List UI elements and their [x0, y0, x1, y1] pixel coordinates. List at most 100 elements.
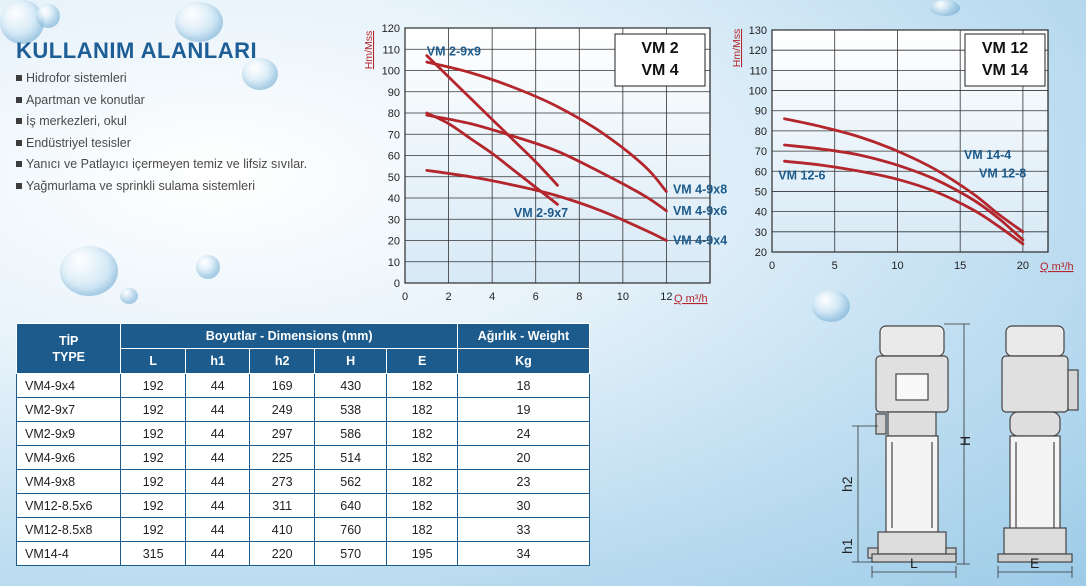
cell-l: 315: [120, 541, 186, 566]
cell-e: 182: [386, 493, 458, 518]
x-axis-label: Q m³/h: [674, 293, 708, 305]
side-motor-top: [1005, 325, 1065, 357]
motor-flange: [887, 411, 937, 437]
side-port: [875, 413, 887, 435]
cell-l: 192: [120, 445, 186, 470]
x-tick-label: 5: [832, 260, 838, 272]
terminal-box: [895, 373, 929, 401]
y-tick-label: 30: [755, 227, 767, 239]
y-tick-label: 100: [382, 66, 400, 78]
x-tick-label: 10: [617, 291, 629, 303]
cell-kg: 18: [456, 373, 591, 398]
cell-kg: 19: [456, 397, 591, 422]
series-label: VM 12-6: [778, 168, 825, 182]
table-row: VM4-9x4 192 44 169 430 182 18: [15, 373, 591, 398]
series-curve: [783, 159, 1025, 246]
cell-h1: 44: [184, 541, 251, 566]
y-tick-label: 20: [755, 247, 767, 259]
y-tick-label: 90: [755, 106, 767, 118]
x-tick-label: 6: [533, 291, 539, 303]
table-row: VM2-9x7 192 44 249 538 182 19: [15, 397, 591, 422]
x-tick-label: 15: [954, 260, 966, 272]
y-tick-label: 60: [388, 151, 400, 163]
cell-hh: 570: [313, 541, 388, 566]
x-tick-label: 8: [576, 291, 582, 303]
pump-drawing: H h2 h1 L E: [839, 323, 1079, 578]
usage-item: İş merkezleri, okul: [14, 111, 374, 133]
usage-item: Yağmurlama ve sprinkli sulama sistemleri: [14, 176, 374, 198]
cell-tip: VM4-9x8: [15, 469, 122, 494]
table-row: VM4-9x8 192 44 273 562 182 23: [15, 469, 591, 494]
y-tick-label: 110: [749, 65, 767, 77]
cell-h2: 220: [249, 541, 315, 566]
y-tick-label: 40: [755, 207, 767, 219]
table-row: VM4-9x6 192 44 225 514 182 20: [15, 445, 591, 470]
series-label: VM 4-9x6: [673, 204, 727, 218]
cell-hh: 586: [313, 421, 388, 446]
y-tick-label: 60: [755, 166, 767, 178]
cell-tip: VM4-9x4: [15, 373, 122, 398]
series-curve: [425, 54, 559, 187]
cell-h2: 410: [249, 517, 315, 542]
chart-title-line: VM 12: [982, 40, 1028, 57]
spec-table: TİP TYPE Boyutlar - Dimensions (mm) Ağır…: [15, 323, 591, 566]
bubble-decoration: [930, 0, 960, 16]
table-header-row: TİP TYPE Boyutlar - Dimensions (mm) Ağır…: [15, 323, 591, 374]
usage-title: KULLANIM ALANLARI: [16, 38, 258, 63]
cell-tip: VM12-8.5x8: [15, 517, 122, 542]
cell-e: 195: [386, 541, 458, 566]
cell-tip: VM2-9x9: [15, 421, 122, 446]
cell-kg: 20: [456, 445, 591, 470]
series-label: VM 2-9x7: [514, 206, 568, 220]
cell-kg: 34: [456, 541, 591, 566]
cell-h2: 311: [249, 493, 315, 518]
cell-h1: 44: [184, 493, 251, 518]
base-plate: [871, 553, 957, 563]
y-tick-label: 80: [755, 126, 767, 138]
dim-h1-label: h1: [839, 538, 855, 554]
chart-title-box: [964, 33, 1046, 87]
cell-h1: 44: [184, 373, 251, 398]
col-hh: H: [313, 348, 388, 374]
series-label: VM 4-9x4: [673, 234, 727, 248]
y-tick-label: 90: [388, 87, 400, 99]
bubble-decoration: [242, 58, 278, 90]
cell-l: 192: [120, 421, 186, 446]
dim-E-label: E: [1030, 555, 1039, 571]
y-tick-label: 80: [388, 108, 400, 120]
cell-tip: VM4-9x6: [15, 445, 122, 470]
series-curve: [425, 169, 668, 242]
cell-e: 182: [386, 445, 458, 470]
y-tick-label: 50: [755, 186, 767, 198]
y-tick-label: 40: [388, 193, 400, 205]
cell-tip: VM12-8.5x6: [15, 493, 122, 518]
x-axis-label: Q m³/h: [1040, 261, 1074, 273]
cell-l: 192: [120, 373, 186, 398]
col-e: E: [386, 348, 458, 374]
cell-hh: 760: [313, 517, 388, 542]
x-tick-label: 0: [769, 260, 775, 272]
side-pump-body: [1009, 435, 1061, 533]
cell-hh: 640: [313, 493, 388, 518]
cell-h1: 44: [184, 397, 251, 422]
table-row: VM12-8.5x8 192 44 410 760 182 33: [15, 517, 591, 542]
usage-list: Hidrofor sistemleri Apartman ve konutlar…: [14, 68, 374, 197]
cell-e: 182: [386, 421, 458, 446]
cell-hh: 430: [313, 373, 388, 398]
bubble-decoration: [36, 4, 60, 28]
usage-item: Yanıcı ve Patlayıcı içermeyen temiz ve l…: [14, 154, 374, 176]
x-tick-label: 2: [446, 291, 452, 303]
type-label: TYPE: [52, 349, 86, 364]
tip-label: TİP: [58, 333, 79, 348]
y-tick-label: 70: [755, 146, 767, 158]
y-tick-label: 70: [388, 129, 400, 141]
y-tick-label: 130: [749, 25, 767, 37]
pump-base: [877, 531, 947, 555]
y-tick-label: 120: [382, 23, 400, 35]
pump-body: [885, 435, 939, 533]
cell-h2: 297: [249, 421, 315, 446]
weight-header: Ağırlık - Weight: [456, 323, 591, 349]
cell-l: 192: [120, 517, 186, 542]
side-fan: [1067, 369, 1079, 411]
